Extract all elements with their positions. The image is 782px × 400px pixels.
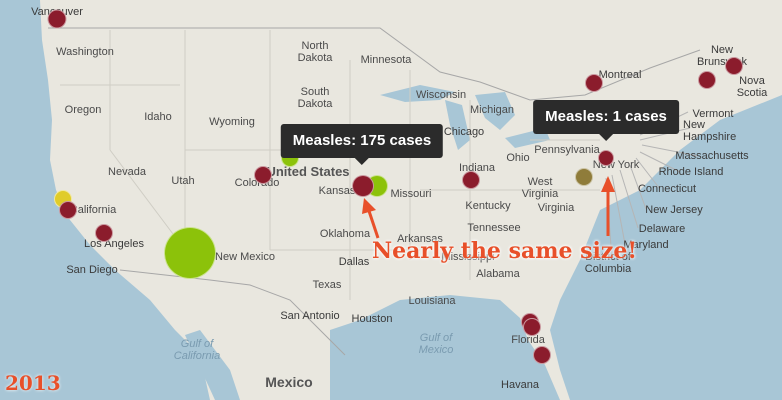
label-utah: Utah xyxy=(171,175,195,187)
label-nevada: Nevada xyxy=(108,166,146,178)
label-washington: Washington xyxy=(56,46,114,58)
label-delaware: Delaware xyxy=(638,223,686,235)
tooltip-kansas: Measles: 175 cases xyxy=(280,124,444,165)
label-kansas: Kansas xyxy=(318,185,356,197)
label-los-angeles: Los Angeles xyxy=(84,238,144,250)
marker-virginia-olive[interactable] xyxy=(575,168,593,186)
label-gulf-mexico: Gulf of Mexico xyxy=(418,332,454,356)
label-south-dakota: South Dakota xyxy=(297,86,333,110)
label-missouri: Missouri xyxy=(390,188,432,200)
label-oklahoma: Oklahoma xyxy=(319,228,371,240)
marker-florida-c[interactable] xyxy=(533,346,551,364)
marker-colorado[interactable] xyxy=(254,166,272,184)
label-new-mexico: New Mexico xyxy=(215,251,275,263)
marker-new-brunswick[interactable] xyxy=(698,71,716,89)
label-maryland: Maryland xyxy=(623,239,669,251)
label-montreal: Montreal xyxy=(598,69,642,81)
label-north-dakota: North Dakota xyxy=(297,40,333,64)
label-havana: Havana xyxy=(501,379,539,391)
label-florida: Florida xyxy=(511,334,545,346)
label-massachusetts: Massachusetts xyxy=(675,150,749,162)
label-michigan: Michigan xyxy=(469,104,515,116)
label-kentucky: Kentucky xyxy=(465,200,511,212)
label-rhode-island: Rhode Island xyxy=(658,166,724,178)
label-pennsylvania: Pennsylvania xyxy=(534,144,600,156)
marker-california[interactable] xyxy=(59,201,77,219)
marker-vancouver[interactable] xyxy=(47,9,67,29)
marker-arizona-large[interactable] xyxy=(164,227,216,279)
label-new-brunswick: New Brunswick xyxy=(696,44,748,68)
marker-florida-b[interactable] xyxy=(523,318,541,336)
label-united-states: United States xyxy=(266,164,350,179)
label-san-antonio: San Antonio xyxy=(280,310,340,322)
label-tennessee: Tennessee xyxy=(467,222,521,234)
label-mexico: Mexico xyxy=(265,374,313,390)
annotation-text: Nearly the same size! xyxy=(372,238,638,264)
label-ohio: Ohio xyxy=(506,152,530,164)
label-gulf-california: Gulf of California xyxy=(173,338,221,362)
label-dallas: Dallas xyxy=(338,256,370,268)
label-wisconsin: Wisconsin xyxy=(415,89,467,101)
year-label: 2013 xyxy=(5,371,61,395)
label-san-diego: San Diego xyxy=(66,264,118,276)
label-alabama: Alabama xyxy=(476,268,520,280)
label-new-jersey: New Jersey xyxy=(645,204,703,216)
label-idaho: Idaho xyxy=(144,111,172,123)
label-west-virginia: West Virginia xyxy=(521,176,559,200)
label-california: California xyxy=(69,204,117,216)
marker-kansas-175[interactable] xyxy=(352,175,374,197)
label-louisiana: Louisiana xyxy=(408,295,456,307)
marker-montreal[interactable] xyxy=(585,74,603,92)
label-arkansas: Arkansas xyxy=(397,233,443,245)
label-vermont: Vermont xyxy=(692,108,734,120)
label-texas: Texas xyxy=(312,279,342,291)
label-chicago: Chicago xyxy=(443,126,485,138)
label-dc: District of Columbia xyxy=(584,251,632,275)
marker-los-angeles[interactable] xyxy=(95,224,113,242)
marker-indiana[interactable] xyxy=(462,171,480,189)
label-oregon: Oregon xyxy=(64,104,102,116)
label-wyoming: Wyoming xyxy=(209,116,255,128)
label-minnesota: Minnesota xyxy=(360,54,412,66)
marker-new-york-1[interactable] xyxy=(598,150,614,166)
label-new-hampshire: New Hampshire xyxy=(683,119,737,143)
label-houston: Houston xyxy=(351,313,393,325)
tooltip-new-york: Measles: 1 cases xyxy=(533,100,679,141)
label-virginia: Virginia xyxy=(537,202,575,214)
marker-nova-scotia[interactable] xyxy=(725,57,743,75)
label-connecticut: Connecticut xyxy=(637,183,697,195)
label-nova-scotia: Nova Scotia xyxy=(736,75,768,99)
label-mississippi: Mississippi xyxy=(441,251,495,263)
